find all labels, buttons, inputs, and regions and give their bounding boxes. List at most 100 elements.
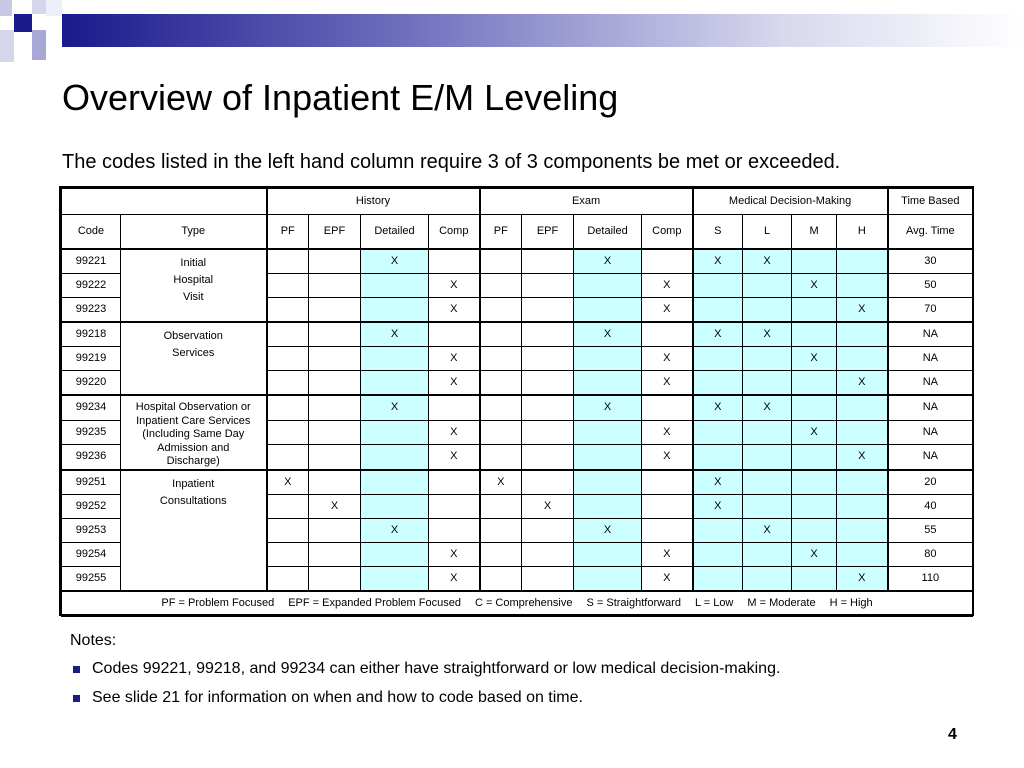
history-epf-cell [308, 248, 361, 274]
code-cell: 99253 [61, 517, 121, 543]
table-row: 99221 Initial Hospital Visit X X X X 30 [61, 248, 974, 323]
table-row: 99252 X X X 40 [61, 493, 974, 519]
mdm-m-cell [791, 297, 838, 323]
mdm-l-cell [742, 565, 793, 591]
legend-row: PF = Problem Focused EPF = Expanded Probl… [60, 589, 974, 617]
exam-epf-cell [521, 541, 575, 567]
mdm-l-cell [742, 419, 793, 445]
history-pf-cell [265, 394, 309, 421]
history-pf-cell [265, 517, 309, 543]
slide-subtitle: The codes listed in the left hand column… [62, 151, 841, 173]
table-row: 99236 X X X NA [61, 443, 974, 471]
col-mdm-h: H [836, 214, 889, 250]
mdm-h-cell [836, 493, 889, 519]
table-row: 99222 X X X 50 [61, 273, 974, 298]
exam-epf-cell [521, 370, 575, 396]
exam-comp-cell: X [641, 443, 694, 471]
exam-comp-cell [641, 468, 694, 495]
mdm-m-cell [791, 321, 838, 347]
history-detailed-cell [360, 541, 429, 567]
mdm-m-cell: X [791, 273, 838, 298]
col-history-comp: Comp [427, 214, 481, 250]
code-cell: 99223 [61, 297, 121, 323]
history-epf-cell [308, 321, 361, 347]
exam-detailed-cell [573, 273, 643, 298]
mdm-m-cell: X [791, 346, 838, 371]
exam-pf-cell [478, 346, 523, 371]
mdm-s-cell [691, 443, 744, 471]
deco-square [46, 0, 62, 16]
code-cell: 99255 [61, 565, 121, 591]
exam-pf-cell [478, 370, 523, 396]
mdm-l-cell: X [742, 321, 793, 347]
exam-group-header: Exam [478, 188, 694, 215]
exam-epf-cell [521, 443, 575, 471]
exam-epf-cell: X [521, 493, 575, 519]
history-comp-cell: X [427, 443, 481, 471]
mdm-s-cell: X [691, 493, 744, 519]
mdm-h-cell [836, 273, 889, 298]
mdm-h-cell [836, 346, 889, 371]
deco-square [0, 30, 14, 62]
history-detailed-cell [360, 493, 429, 519]
history-pf-cell [265, 443, 309, 471]
history-epf-cell [308, 370, 361, 396]
col-type-header: Type [120, 214, 267, 250]
exam-detailed-cell [573, 468, 643, 495]
code-cell: 99219 [61, 346, 121, 371]
mdm-h-cell: X [836, 370, 889, 396]
history-epf-cell [308, 419, 361, 445]
mdm-s-cell [691, 541, 744, 567]
mdm-h-cell: X [836, 443, 889, 471]
history-epf-cell [308, 394, 361, 421]
mdm-l-cell [742, 370, 793, 396]
mdm-s-cell: X [691, 394, 744, 421]
slide-title: Overview of Inpatient E/M Leveling [62, 77, 619, 118]
code-cell: 99221 [61, 248, 121, 274]
mdm-m-cell [791, 394, 838, 421]
table-row: 99223 X X X 70 [61, 297, 974, 323]
exam-pf-cell [478, 517, 523, 543]
exam-comp-cell [641, 394, 694, 421]
leveling-table: History Exam Medical Decision-Making Tim… [59, 186, 974, 617]
history-pf-cell [265, 565, 309, 591]
table-row: 99235 X X X NA [61, 419, 974, 445]
type-line: Discharge) [166, 455, 220, 467]
mdm-s-cell [691, 346, 744, 371]
exam-comp-cell: X [641, 370, 694, 396]
col-avg-time: Avg. Time [886, 214, 974, 250]
exam-epf-cell [521, 248, 575, 274]
history-detailed-cell [360, 419, 429, 445]
column-header-row: Code Type PF EPF Detailed Comp PF EPF De… [61, 214, 974, 250]
history-detailed-cell: X [360, 394, 429, 421]
code-cell: 99220 [61, 370, 121, 396]
leveling-grid: History Exam Medical Decision-Making Tim… [60, 188, 974, 617]
code-cell: 99235 [61, 419, 121, 445]
exam-epf-cell [521, 321, 575, 347]
type-line: Initial [180, 257, 207, 269]
history-detailed-cell [360, 297, 429, 323]
legend-item: C = Comprehensive [474, 597, 573, 609]
code-cell: 99251 [61, 468, 121, 495]
col-exam-pf: PF [478, 214, 523, 250]
legend-cell: PF = Problem Focused EPF = Expanded Probl… [60, 589, 974, 617]
avg-time-cell: 110 [886, 565, 974, 591]
code-cell: 99222 [61, 273, 121, 298]
avg-time-cell: NA [886, 443, 974, 471]
mdm-m-cell [791, 443, 838, 471]
exam-pf-cell [478, 321, 523, 347]
exam-epf-cell [521, 565, 575, 591]
history-epf-cell [308, 297, 361, 323]
time-group-header: Time Based [886, 188, 974, 215]
mdm-m-cell [791, 565, 838, 591]
exam-epf-cell [521, 273, 575, 298]
mdm-m-cell [791, 248, 838, 274]
exam-detailed-cell [573, 297, 643, 323]
history-detailed-cell: X [360, 321, 429, 347]
exam-epf-cell [521, 346, 575, 371]
history-pf-cell [265, 419, 309, 445]
exam-detailed-cell [573, 419, 643, 445]
history-detailed-cell [360, 565, 429, 591]
avg-time-cell: 70 [886, 297, 974, 323]
code-cell: 99218 [61, 321, 121, 347]
